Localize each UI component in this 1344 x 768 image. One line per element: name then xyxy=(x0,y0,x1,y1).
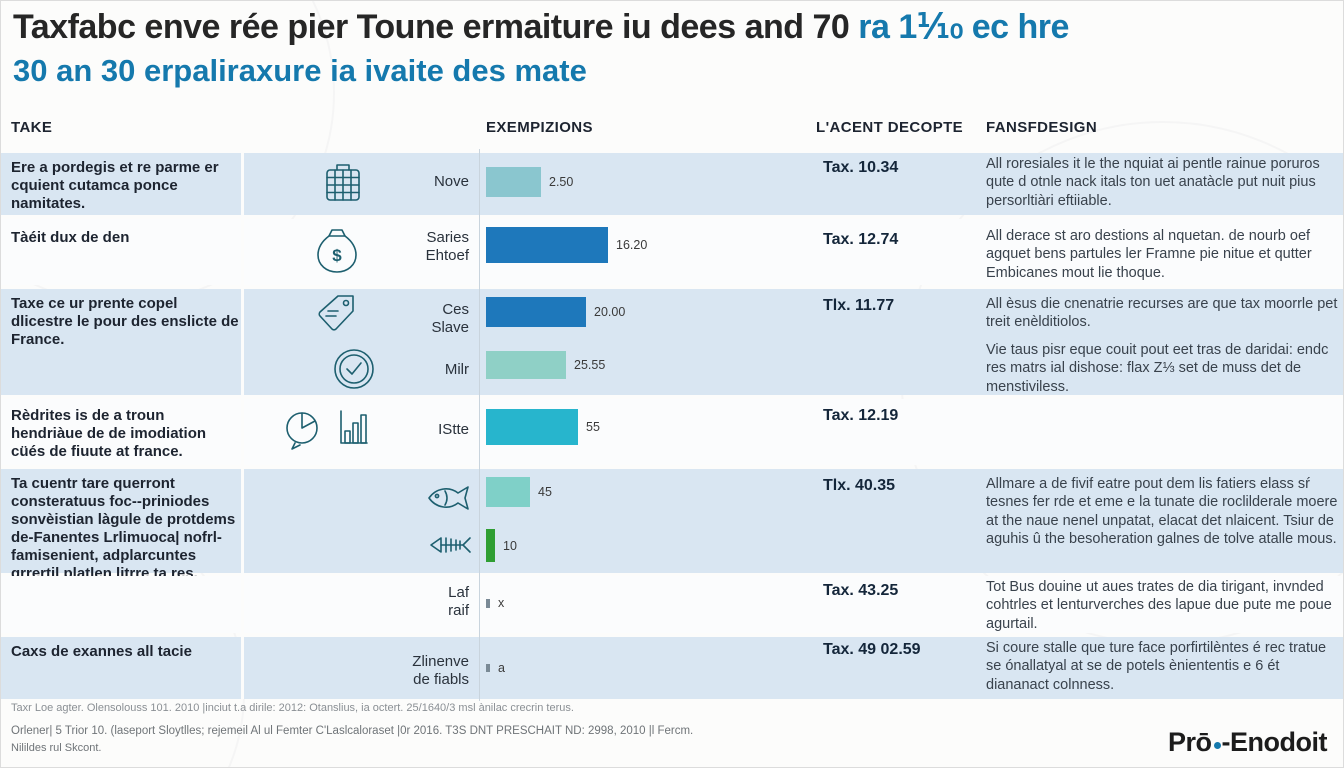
fish-skeleton-icon xyxy=(427,525,473,570)
row-label: Nove xyxy=(433,173,469,190)
row-take-text: Tàéit dux de den xyxy=(11,229,130,246)
title-blue-text: ra 1⅒ ec hre xyxy=(858,8,1069,46)
bar-value: 16.20 xyxy=(616,238,648,252)
row-take-text: Taxe ce ur prente copel dlicestre le pou… xyxy=(11,295,239,348)
fish-icon xyxy=(425,479,473,522)
bar-row: x xyxy=(486,596,504,610)
bar-row: 2.50 xyxy=(486,167,573,197)
tax-value: Tlx. 11.77 xyxy=(823,297,895,314)
row-description: All èsus die cnenatrie recurses are que … xyxy=(986,296,1338,331)
table-row: Tàéit dux de den $ Saries Ehtoef 16.20 T… xyxy=(1,219,1343,285)
row-label: Milr xyxy=(444,361,469,378)
footnote-line-2: Orlener| 5 Trior 10. (laseport Sloytlles… xyxy=(11,725,694,737)
column-header-take: TAKE xyxy=(11,119,53,136)
row-description: All derace st aro destions al nquetan. d… xyxy=(986,228,1312,281)
page-title: Taxfabc enve rée pier Toune ermaiture iu… xyxy=(13,7,1069,47)
tax-value: Tax. 49 02.59 xyxy=(823,641,921,658)
column-header-accent: L'ACENT DECOPTE xyxy=(816,119,964,136)
bar-value: x xyxy=(498,596,505,610)
row-description: Tot Bus douine ut aues trates de dia tir… xyxy=(986,579,1332,632)
title-dark-text: Taxfabc enve rée pier Toune ermaiture iu… xyxy=(13,8,850,46)
bar xyxy=(486,529,495,562)
row-description: All roresiales it le the nquiat ai pentl… xyxy=(986,156,1320,209)
row-description: Allmare a de fivif eatre pout dem lis fa… xyxy=(986,476,1338,547)
bar-row: a xyxy=(486,661,505,675)
tax-value: Tax. 12.74 xyxy=(823,231,899,248)
page-subtitle: 30 an 30 erpaliraxure ia ivaite des mate xyxy=(13,53,587,88)
tax-value: Tax. 43.25 xyxy=(823,582,899,599)
bar-row: 25.55 xyxy=(486,351,605,379)
bar xyxy=(486,167,541,197)
logo-accent-dot xyxy=(1213,742,1221,749)
bar xyxy=(486,297,586,327)
bar-row: 10 xyxy=(486,529,517,562)
bar xyxy=(486,664,490,672)
bar-row: 55 xyxy=(486,409,600,445)
bar xyxy=(486,477,530,507)
row-take-text: Ta cuentr tare querront consteratuus foc… xyxy=(11,475,236,582)
row-description: Si coure stalle que ture face porfirtilè… xyxy=(986,640,1327,693)
money-bag-icon: $ xyxy=(315,225,359,282)
bar-value: a xyxy=(498,661,505,675)
table-row: Ere a pordegis et re parme er cquient cu… xyxy=(1,153,1343,215)
svg-text:$: $ xyxy=(332,246,342,265)
bar-chart-icon xyxy=(337,405,371,454)
logo-text-1: Prō xyxy=(1168,727,1212,757)
bar-value: 20.00 xyxy=(594,305,626,319)
price-tag-icon xyxy=(313,291,361,342)
row-label: Zlinenve de fiabls xyxy=(412,653,469,688)
column-divider xyxy=(479,149,480,701)
bar-value: 10 xyxy=(503,538,517,553)
bar-row: 16.20 xyxy=(486,227,647,263)
grid-briefcase-icon xyxy=(321,158,365,211)
bar xyxy=(486,227,608,263)
column-header-fansfdesign: FANSFDESIGN xyxy=(986,119,1098,136)
tax-value: Tax. 10.34 xyxy=(823,159,899,176)
footnote-line-3: Nilildes rul Skcont. xyxy=(11,742,102,754)
table-row: Laf raif x Tax. 43.25 Tot Bus douine ut … xyxy=(1,576,1343,633)
bar xyxy=(486,351,566,379)
bar-row: 45 xyxy=(486,477,552,507)
check-badge-icon xyxy=(331,347,377,396)
footnote-line-1: Taxr Loe agter. Olensolouss 101. 2010 |i… xyxy=(11,702,574,714)
row-take-text: Rèdrites is de a troun hendriàue de de i… xyxy=(11,407,207,460)
bar-value: 25.55 xyxy=(574,358,606,372)
tax-value: Tax. 12.19 xyxy=(823,407,899,424)
bar-value: 55 xyxy=(586,420,600,434)
row-label: Saries Ehtoef xyxy=(425,229,469,264)
row-label: IStte xyxy=(438,421,469,438)
logo-text-2: -Enodoit xyxy=(1221,727,1328,757)
table-row: Ta cuentr tare querront consteratuus foc… xyxy=(1,469,1343,582)
tax-value: Tlx. 40.35 xyxy=(823,477,896,494)
brand-logo: Prō -Enodoit xyxy=(1168,727,1327,758)
pie-chart-icon xyxy=(281,407,327,456)
bar-value: 45 xyxy=(538,485,552,499)
bar xyxy=(486,409,578,445)
row-label: Laf raif xyxy=(448,584,469,619)
row-label: Ces Slave xyxy=(431,301,469,336)
table-row: Rèdrites is de a troun hendriàue de de i… xyxy=(1,399,1343,465)
row-take-text: Caxs de exannes all tacie xyxy=(11,643,192,660)
row-take-text: Ere a pordegis et re parme er cquient cu… xyxy=(11,159,219,212)
table-row: Taxe ce ur prente copel dlicestre le pou… xyxy=(1,289,1343,396)
bar-value: 2.50 xyxy=(549,175,574,189)
bar xyxy=(486,598,490,608)
column-header-exemptions: EXEMPIZIONS xyxy=(486,119,593,136)
column-divider xyxy=(241,151,244,699)
row-description: Vie taus pisr eque couit pout eet tras d… xyxy=(986,342,1329,395)
bar-row: 20.00 xyxy=(486,297,625,327)
table-row: Caxs de exannes all tacie Zlinenve de fi… xyxy=(1,637,1343,699)
